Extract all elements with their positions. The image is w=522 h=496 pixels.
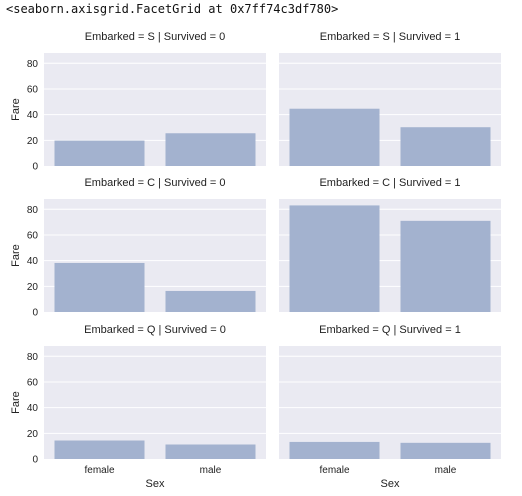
y-tick-label: 40 [27, 403, 39, 414]
bar-male [165, 444, 256, 459]
y-tick-label: 60 [27, 377, 39, 388]
x-axis-label-right: Sex [381, 478, 400, 490]
y-tick-label: 60 [27, 84, 39, 95]
bar-female [289, 205, 380, 312]
facet-panel-5 [44, 346, 266, 459]
y-tick-label: 40 [27, 256, 39, 267]
bar-female [289, 441, 380, 459]
bar-male [165, 133, 256, 166]
bar-female [289, 108, 380, 166]
bar-male [165, 290, 256, 312]
x-tick-label: female [84, 465, 114, 476]
bar-female [54, 140, 145, 166]
y-axis-label: Fare [10, 391, 22, 414]
y-tick-label: 80 [27, 59, 39, 70]
facetgrid-repr-output: <seaborn.axisgrid.FacetGrid at 0x7ff74c3… [6, 2, 339, 16]
y-tick-label: 60 [27, 230, 39, 241]
x-axis-label-left: Sex [146, 478, 165, 490]
facet-title: Embarked = Q | Survived = 0 [84, 324, 226, 336]
y-tick-label: 0 [32, 308, 38, 319]
x-tick-label: male [435, 465, 457, 476]
y-tick-label: 0 [32, 162, 38, 173]
y-axis-label: Fare [10, 98, 22, 121]
y-tick-label: 20 [27, 136, 39, 147]
y-axis-label: Fare [10, 244, 22, 267]
y-tick-label: 20 [27, 429, 39, 440]
bar-male [400, 127, 491, 166]
y-tick-label: 40 [27, 110, 39, 121]
bar-male [400, 442, 491, 459]
bar-male [400, 220, 491, 312]
bar-female [54, 440, 145, 459]
facet-title: Embarked = S | Survived = 0 [85, 31, 225, 43]
facet-title: Embarked = C | Survived = 1 [319, 177, 460, 189]
y-tick-label: 20 [27, 282, 39, 293]
y-tick-label: 0 [32, 455, 38, 466]
facet-title: Embarked = Q | Survived = 1 [319, 324, 461, 336]
bar-female [54, 262, 145, 312]
x-tick-label: male [200, 465, 222, 476]
facet-title: Embarked = C | Survived = 0 [84, 177, 225, 189]
y-tick-label: 80 [27, 352, 39, 363]
facet-title: Embarked = S | Survived = 1 [320, 31, 460, 43]
x-tick-label: female [319, 465, 349, 476]
facet-panel-6 [279, 346, 501, 459]
y-tick-label: 80 [27, 205, 39, 216]
